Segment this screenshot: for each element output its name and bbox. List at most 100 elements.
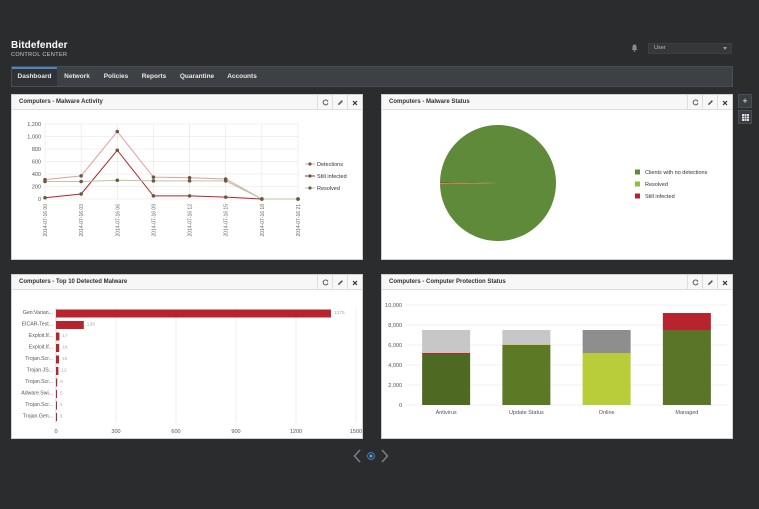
y-tick-label: 2,000 <box>388 383 402 389</box>
y-tick-label: 1,000 <box>27 135 41 141</box>
widget-title: Computers - Malware Status <box>389 99 470 105</box>
layout-button[interactable] <box>738 110 752 124</box>
edit-button[interactable] <box>702 95 717 110</box>
widget-protection-status: Computers - Computer Protection Status 0… <box>381 274 733 439</box>
bar <box>56 378 58 387</box>
refresh-button[interactable] <box>687 275 702 290</box>
data-label: 5 <box>60 391 63 397</box>
widget-header: Computers - Malware Activity <box>12 95 362 110</box>
y-tick-label: Exploit.If... <box>29 333 53 339</box>
x-tick-label: 300 <box>111 429 120 435</box>
bar <box>56 344 60 352</box>
grid-icon <box>741 114 749 121</box>
widget-top10-malware: Computers - Top 10 Detected Malware 0 300… <box>11 274 363 439</box>
data-point <box>43 195 47 200</box>
x-tick-label: 0 <box>54 429 57 435</box>
bar-segment <box>422 330 471 353</box>
close-button[interactable] <box>717 275 732 290</box>
x-tick-label: 900 <box>231 429 240 435</box>
edit-button[interactable] <box>332 95 347 110</box>
data-point <box>79 192 83 196</box>
series-line <box>44 149 298 200</box>
bell-icon[interactable] <box>631 44 638 52</box>
x-tick-label: 600 <box>171 429 180 435</box>
x-tick-label: 1500 <box>350 429 362 435</box>
chevron-left-icon[interactable] <box>353 449 361 463</box>
data-label: 4 <box>60 402 63 408</box>
series-line <box>44 130 298 200</box>
bar <box>56 309 331 318</box>
x-tick-label: 2014-07-16 00 <box>43 204 49 237</box>
widget-header: Computers - Computer Protection Status <box>382 275 732 290</box>
close-button[interactable] <box>717 95 732 110</box>
y-tick-label: 10,000 <box>385 303 402 309</box>
refresh-button[interactable] <box>687 95 702 110</box>
bar <box>56 367 59 375</box>
edit-icon <box>337 280 343 285</box>
edit-button[interactable] <box>702 275 717 290</box>
refresh-button[interactable] <box>317 95 332 110</box>
bar-segment <box>422 354 471 405</box>
bar-segment <box>662 330 711 405</box>
data-point <box>115 178 120 183</box>
x-tick-label: Managed <box>675 410 698 416</box>
x-tick-label: 2014-07-16 21 <box>296 204 302 237</box>
y-tick-label: Adware.Swi... <box>21 391 53 397</box>
x-tick-label: 2014-07-16 09 <box>151 204 157 237</box>
protection-status-chart: 0 2,000 4,000 6,000 8,000 10,000 Antivirus Upda… <box>385 303 727 416</box>
x-tick-label: Online <box>599 410 615 416</box>
user-label: User <box>654 45 666 51</box>
edit-icon <box>337 100 343 105</box>
x-tick-label: 2014-07-16 12 <box>188 204 194 237</box>
legend-label: Still infected <box>317 174 347 180</box>
data-point <box>151 179 156 183</box>
data-label: 12 <box>61 368 67 374</box>
y-tick-label: 600 <box>32 160 41 166</box>
data-point <box>115 129 120 134</box>
x-tick-label: Update Status <box>509 410 544 416</box>
bar-segment <box>502 344 551 345</box>
data-point <box>187 194 192 198</box>
legend-marker <box>308 174 312 178</box>
widget-title: Computers - Computer Protection Status <box>389 279 506 285</box>
nav-network[interactable]: Network <box>64 73 90 80</box>
legend-swatch <box>635 181 640 187</box>
nav-accounts[interactable]: Accounts <box>227 73 257 80</box>
data-point <box>223 179 228 183</box>
bar <box>56 401 57 410</box>
data-point <box>79 179 83 184</box>
y-tick-label: Gen:Varian... <box>23 310 53 316</box>
nav-quarantine[interactable]: Quarantine <box>179 73 215 80</box>
data-point <box>79 174 83 178</box>
data-point <box>187 175 192 180</box>
page-dot-inner <box>369 454 373 458</box>
nav-reports[interactable]: Reports <box>141 73 167 80</box>
close-button[interactable] <box>347 95 362 110</box>
data-point <box>151 194 156 198</box>
user-menu-select[interactable]: User <box>648 43 732 54</box>
edit-icon <box>707 100 713 105</box>
bar-segment <box>422 353 471 354</box>
bar <box>56 355 59 364</box>
legend-swatch <box>635 169 640 175</box>
data-point <box>43 179 47 184</box>
refresh-icon <box>692 279 698 286</box>
chevron-right-icon[interactable] <box>381 449 389 463</box>
malware-activity-chart: 0 200 400 600 800 1,000 1,200 2014-07-16 00 2014… <box>27 122 347 237</box>
data-point <box>296 197 300 201</box>
brand-logo: Bitdefender CONTROL CENTER <box>11 40 68 58</box>
add-widget-button[interactable]: + <box>738 94 752 108</box>
y-tick-label: Trojan.Gen... <box>23 414 53 420</box>
x-tick-label: 1200 <box>290 429 302 435</box>
edit-button[interactable] <box>332 275 347 290</box>
malware-status-chart: Clients with no detections Resolved Still … <box>440 124 708 241</box>
refresh-button[interactable] <box>317 275 332 290</box>
close-icon <box>722 280 728 285</box>
nav-policies[interactable]: Policies <box>103 73 129 80</box>
y-tick-label: Trojan.JS... <box>27 368 53 374</box>
close-button[interactable] <box>347 275 362 290</box>
y-tick-label: 6,000 <box>388 343 402 349</box>
y-tick-label: 400 <box>32 172 41 178</box>
refresh-icon <box>322 99 328 106</box>
nav-dashboard[interactable]: Dashboard <box>12 67 57 86</box>
